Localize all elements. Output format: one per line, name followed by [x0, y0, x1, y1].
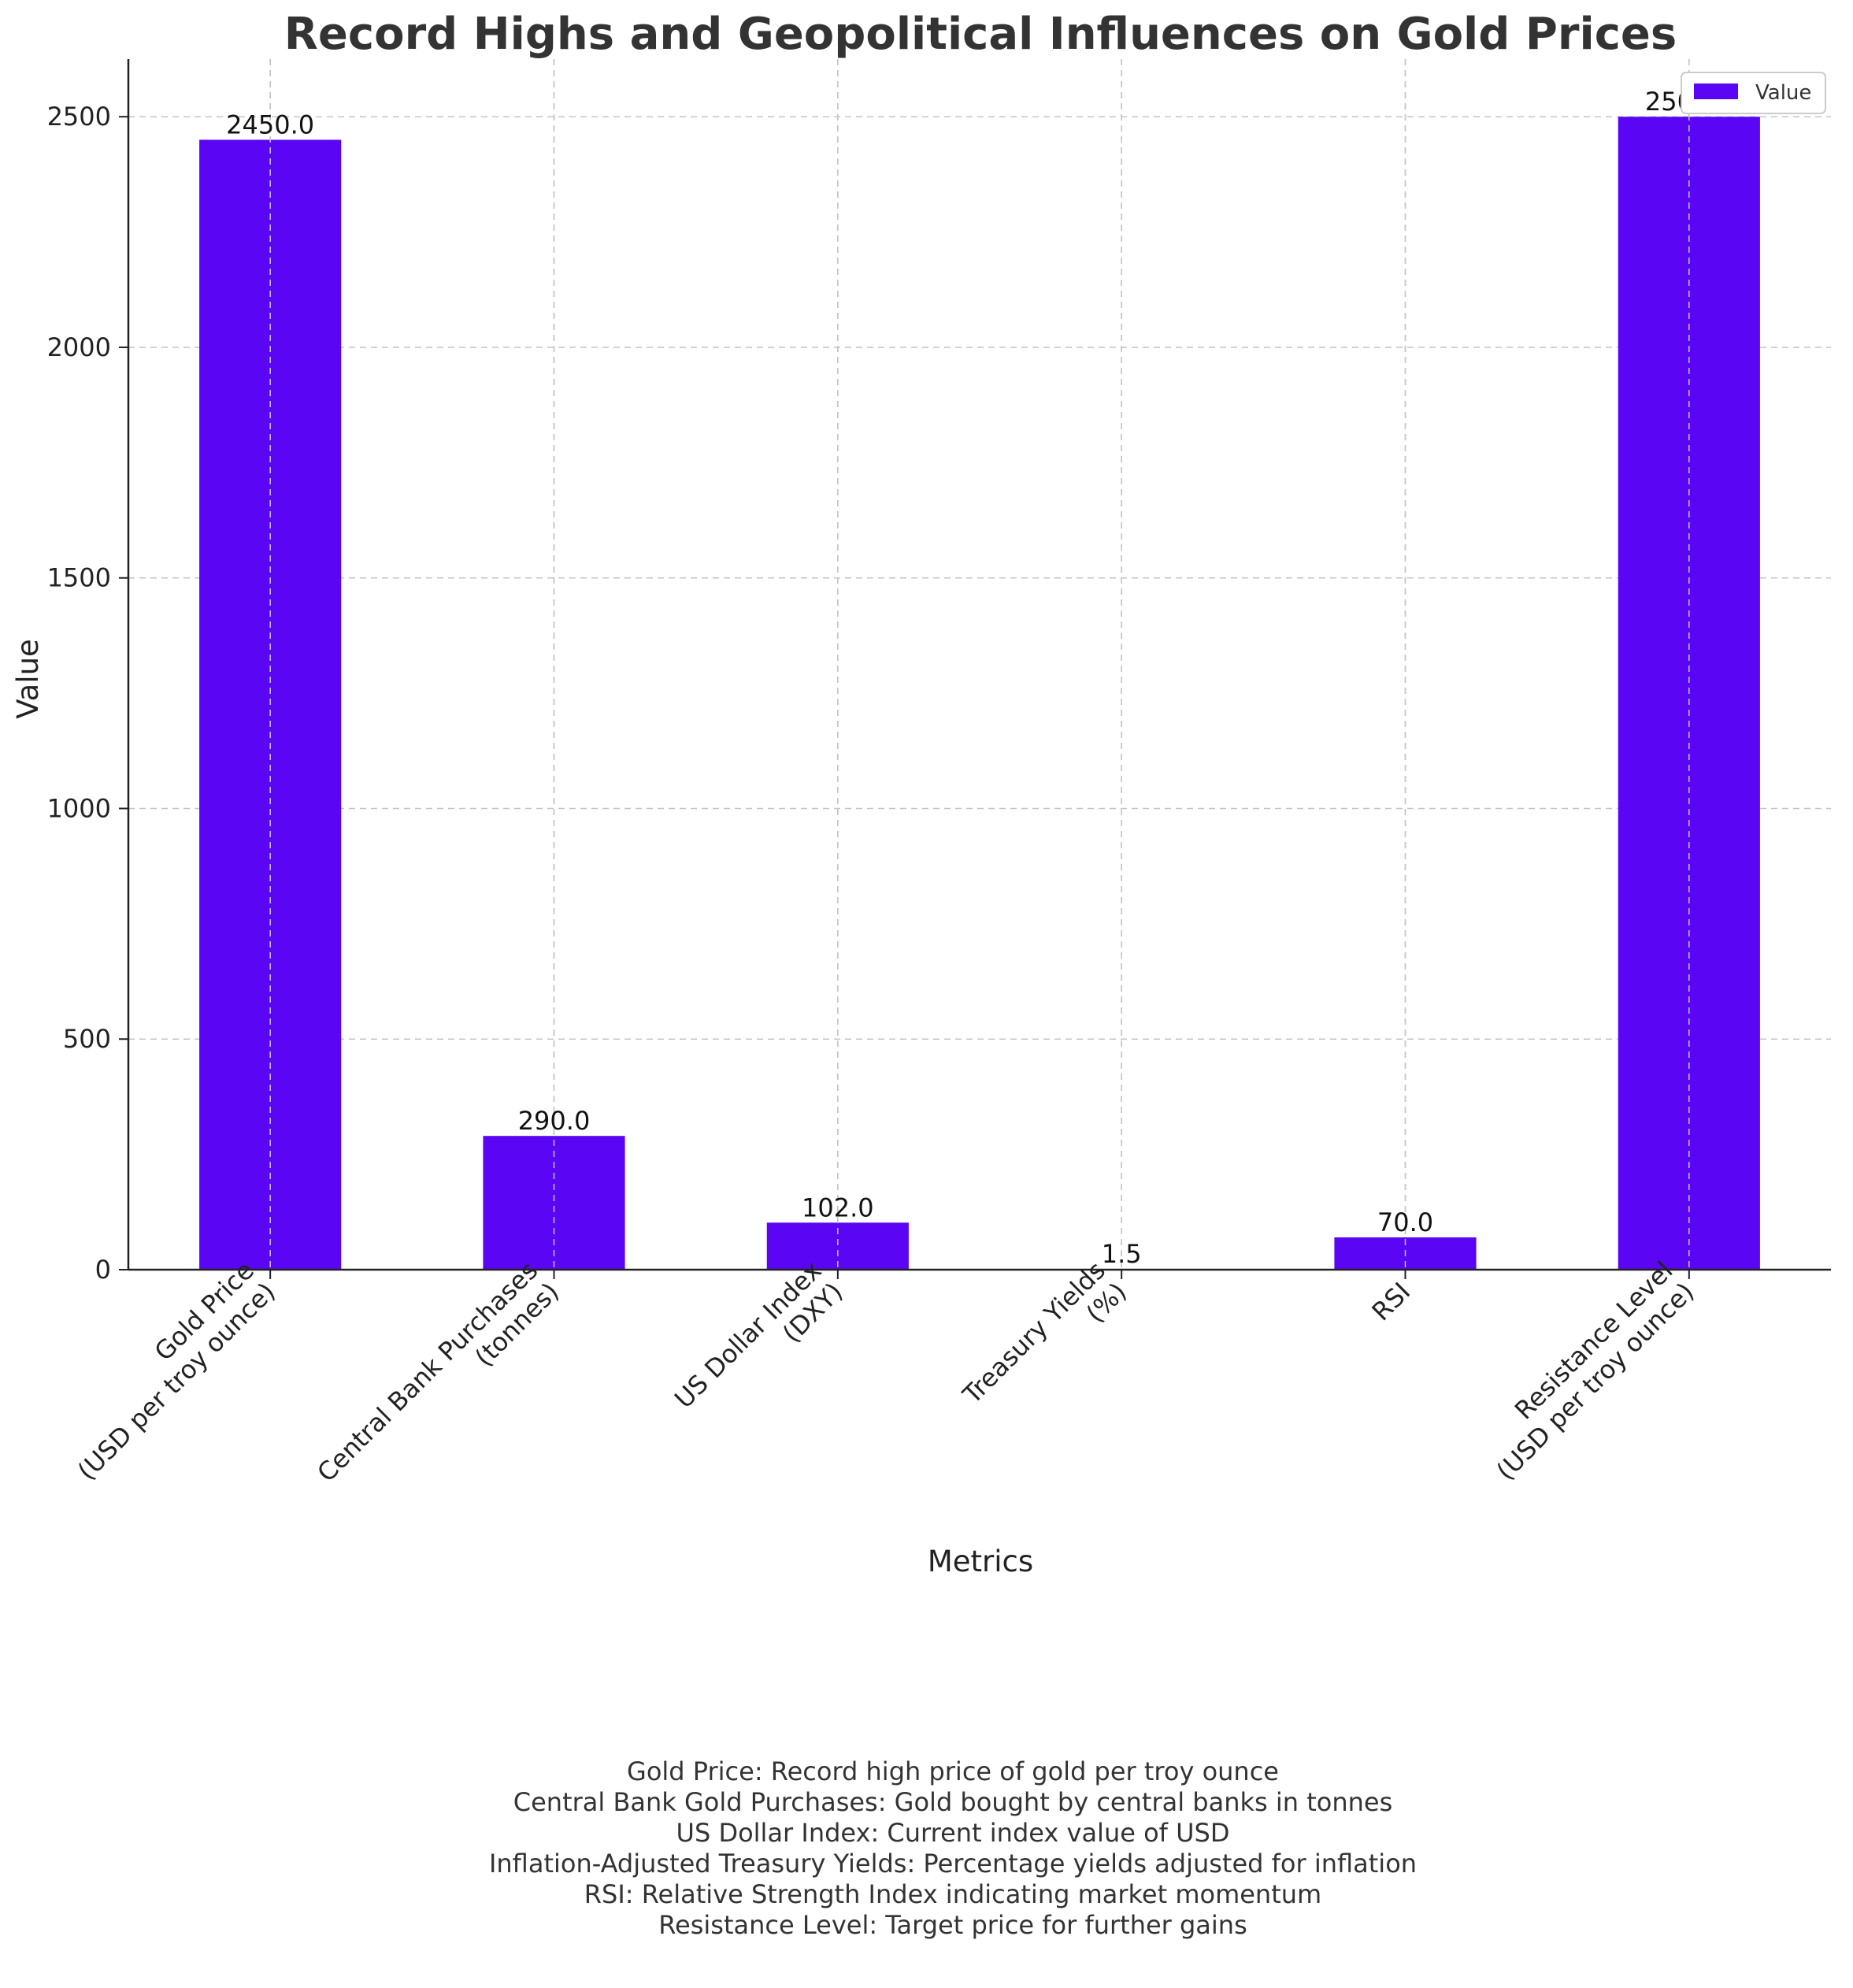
data-label: 102.0 [802, 1192, 874, 1222]
x-tick-label-group: US Dollar Index(DXY) [669, 1255, 848, 1414]
x-tick-labels: Gold Price(USD per troy ounce) Central Ba… [72, 1255, 1700, 1488]
legend: Value [1681, 72, 1826, 114]
footnotes: Gold Price: Record high price of gold pe… [489, 1756, 1417, 1940]
bars [199, 59, 1760, 1270]
x-tick-label-group: Central Bank Purchases(tonnes) [311, 1255, 565, 1488]
x-tick-label-group: RSI [1366, 1277, 1417, 1327]
footnote-line: Gold Price: Record high price of gold pe… [627, 1756, 1279, 1786]
data-label: 70.0 [1377, 1207, 1433, 1237]
y-tick-label: 2500 [47, 102, 111, 132]
data-label: 2450.0 [226, 109, 314, 139]
footnote-line: Central Bank Gold Purchases: Gold bought… [513, 1787, 1392, 1817]
x-tick-label: (USD per troy ounce) [1491, 1277, 1700, 1486]
x-tick-label: Treasury Yields [957, 1255, 1111, 1410]
x-tick-label-group: Gold Price(USD per troy ounce) [72, 1255, 281, 1486]
chart-title: Record Highs and Geopolitical Influences… [284, 9, 1677, 60]
y-tick-label: 1000 [47, 793, 111, 823]
grid [128, 59, 1831, 1270]
legend-swatch [1694, 83, 1738, 99]
footnote-line: RSI: Relative Strength Index indicating … [584, 1879, 1321, 1909]
y-axis-label: Value [11, 639, 45, 719]
footnote-line: Inflation-Adjusted Treasury Yields: Perc… [489, 1849, 1417, 1879]
x-tick-label-group: Resistance Level(USD per troy ounce) [1491, 1255, 1700, 1486]
y-tick-label: 2000 [47, 332, 111, 362]
footnote-line: US Dollar Index: Current index value of … [676, 1818, 1230, 1848]
legend-box [1681, 72, 1826, 114]
axes [119, 59, 1831, 1279]
data-label: 290.0 [518, 1106, 591, 1136]
y-tick-label: 1500 [47, 563, 111, 593]
y-tick-label: 0 [95, 1255, 111, 1285]
bar [483, 1136, 625, 1270]
x-tick-label-group: Treasury Yields(%) [957, 1255, 1132, 1410]
y-tick-labels: 0 500 1000 1500 2000 2500 [47, 102, 111, 1285]
y-tick-label: 500 [63, 1024, 111, 1054]
footnote-line: Resistance Level: Target price for furth… [658, 1910, 1247, 1940]
x-axis-label: Metrics [928, 1545, 1033, 1578]
x-tick-label: RSI [1366, 1277, 1417, 1327]
legend-label: Value [1755, 81, 1811, 105]
x-tick-label: Central Bank Purchases [311, 1255, 543, 1488]
data-label: 1.5 [1102, 1239, 1142, 1269]
x-tick-label: (USD per troy ounce) [72, 1277, 281, 1486]
